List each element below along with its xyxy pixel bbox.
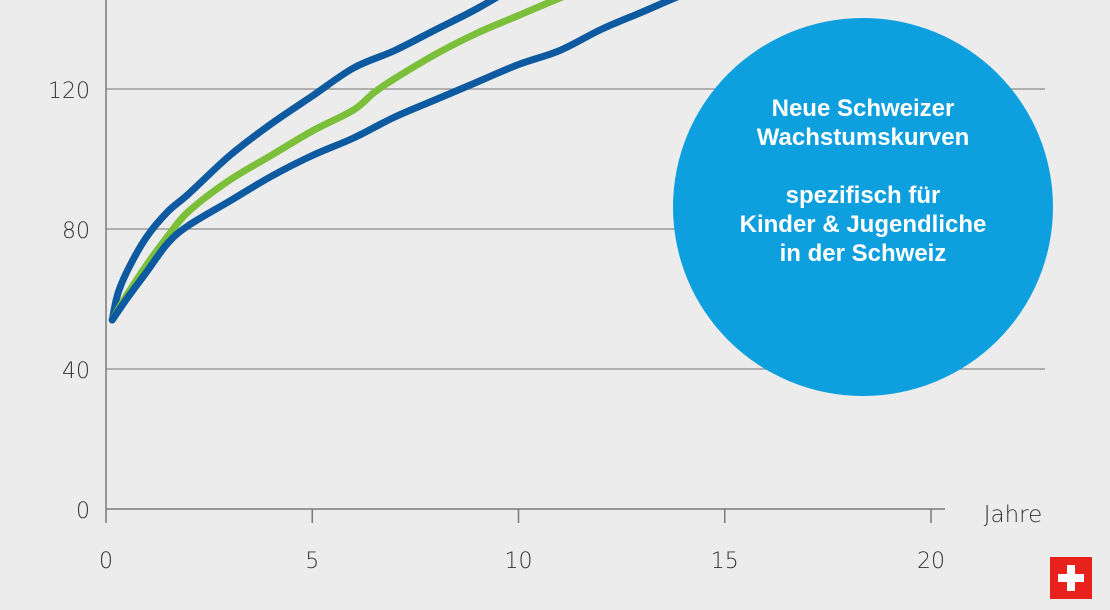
y-tick-label-120: 120 xyxy=(48,79,90,104)
x-tick-label-15: 15 xyxy=(711,549,739,574)
info-badge: Neue Schweizer Wachstumskurven spezifisc… xyxy=(673,18,1053,396)
swiss-flag-icon xyxy=(1050,557,1092,599)
y-tick-label-40: 40 xyxy=(62,359,90,384)
badge-title-line-1: Neue Schweizer xyxy=(771,95,955,122)
x-tick-label-5: 5 xyxy=(305,549,319,574)
axes-layer xyxy=(105,0,945,523)
x-axis-title: Jahre xyxy=(984,502,1043,528)
badge-text-line-1: spezifisch für xyxy=(785,182,941,209)
x-tick-label-0: 0 xyxy=(99,549,113,574)
badge-text-line-2: Kinder & Jugendliche xyxy=(739,211,987,238)
y-tick-label-80: 80 xyxy=(62,219,90,244)
flag-cross-vertical xyxy=(1067,565,1075,591)
x-tick-label-10: 10 xyxy=(505,549,533,574)
badge-spacer xyxy=(673,152,1053,181)
series-layer xyxy=(108,0,680,324)
labels-layer: 0 5 10 15 20 0 40 80 120 xyxy=(48,79,945,574)
lower-percentile-line xyxy=(108,0,680,324)
y-tick-label-0: 0 xyxy=(76,499,90,524)
badge-title-line-2: Wachstumskurven xyxy=(756,124,970,151)
median-line xyxy=(108,0,565,324)
badge-text-line-3: in der Schweiz xyxy=(779,240,947,267)
upper-percentile-line xyxy=(108,0,500,324)
x-tick-label-20: 20 xyxy=(917,549,945,574)
